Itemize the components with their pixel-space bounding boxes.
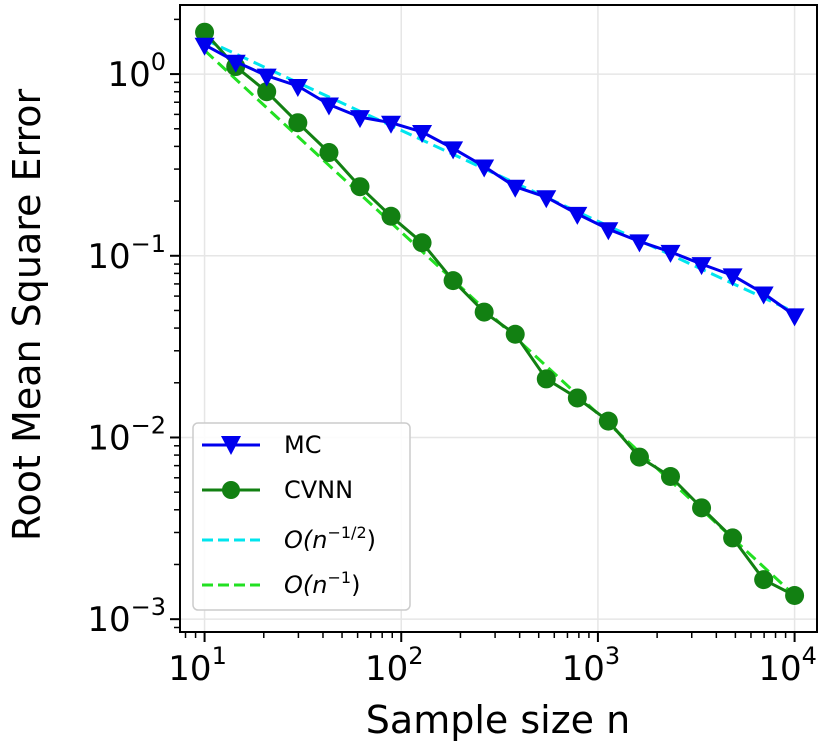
- legend: MC CVNN O(n−1/2) O(n−1): [192, 422, 411, 611]
- data-point-mc: [598, 222, 619, 241]
- legend-label-cvnn: CVNN: [284, 476, 353, 504]
- data-point-mc: [474, 159, 495, 178]
- legend-marker-cvnn: [222, 481, 240, 499]
- legend-entry-linear-rate: O(n−1): [202, 568, 360, 599]
- data-point-mc: [412, 125, 433, 144]
- x-tick-label-base: 10: [365, 649, 408, 689]
- data-point-cvnn: [350, 177, 370, 197]
- data-point-cvnn: [660, 466, 680, 486]
- legend-label-mc: MC: [284, 431, 321, 459]
- legend-entry-cvnn: CVNN: [202, 476, 353, 504]
- data-point-mc: [287, 78, 308, 97]
- data-point-cvnn: [567, 388, 587, 408]
- data-point-cvnn: [381, 206, 401, 226]
- data-point-cvnn: [536, 369, 556, 389]
- data-point-cvnn: [257, 82, 277, 102]
- data-point-mc: [567, 206, 588, 225]
- x-tick-label-exponent: 4: [802, 642, 817, 670]
- x-tick-label: 104: [758, 642, 817, 689]
- y-tick-label-base: 10: [87, 418, 130, 458]
- x-tick-label-exponent: 1: [212, 642, 227, 670]
- y-tick-label-exponent: −3: [131, 593, 166, 621]
- legend-label-linear-rate-suffix: ): [351, 571, 360, 599]
- data-point-mc: [505, 179, 526, 198]
- data-point-cvnn: [629, 447, 649, 467]
- legend-marker-mc: [221, 436, 241, 455]
- data-point-cvnn: [195, 22, 215, 42]
- y-tick-label: 10−1: [87, 230, 166, 277]
- data-point-cvnn: [319, 143, 339, 163]
- x-tick-label-base: 10: [562, 649, 605, 689]
- data-point-mc: [318, 97, 339, 116]
- data-point-cvnn: [754, 570, 774, 590]
- data-point-cvnn: [692, 498, 712, 518]
- y-tick-label-base: 10: [87, 600, 130, 640]
- series-mc: [194, 37, 805, 327]
- legend-box: [192, 422, 411, 611]
- data-point-cvnn: [723, 528, 743, 548]
- data-point-mc: [225, 54, 246, 73]
- legend-label-linear-rate-prefix: O(n: [284, 571, 327, 599]
- x-axis-label: Sample size n: [366, 698, 630, 742]
- legend-entry-sqrt-rate: O(n−1/2): [202, 523, 376, 554]
- data-point-mc: [660, 244, 681, 263]
- x-tick-label-base: 10: [758, 649, 801, 689]
- data-point-mc: [629, 234, 650, 253]
- x-tick-label: 102: [365, 642, 424, 689]
- y-tick-label: 10−2: [87, 411, 166, 458]
- legend-entry-mc: MC: [202, 431, 321, 459]
- legend-label-sqrt-rate-prefix: O(n: [284, 526, 327, 554]
- data-point-mc: [722, 268, 743, 287]
- y-axis-label: Root Mean Square Error: [5, 88, 49, 541]
- data-point-cvnn: [785, 585, 805, 605]
- y-tick-label-base: 10: [87, 237, 130, 277]
- legend-label-sqrt-rate-exponent: −1/2: [327, 523, 366, 542]
- legend-label-linear-rate-exponent: −1: [327, 568, 351, 587]
- data-point-cvnn: [288, 113, 308, 133]
- data-point-mc: [381, 115, 402, 134]
- data-point-mc: [349, 110, 370, 129]
- x-tick-label-exponent: 3: [605, 642, 620, 670]
- data-point-cvnn: [505, 324, 525, 344]
- data-point-cvnn: [412, 233, 432, 253]
- y-tick-label: 100: [107, 48, 166, 95]
- plot-frame: [179, 4, 818, 633]
- y-tick-label: 10−3: [87, 593, 166, 640]
- data-point-mc: [536, 190, 557, 209]
- legend-label-sqrt-rate: O(n−1/2): [284, 523, 376, 554]
- legend-label-sqrt-rate-suffix: ): [367, 526, 376, 554]
- data-point-mc: [443, 141, 464, 160]
- plot-series: [194, 22, 805, 605]
- y-tick-label-exponent: −1: [131, 230, 166, 258]
- y-tick-label-base: 10: [107, 55, 150, 95]
- x-tick-label-exponent: 2: [408, 642, 423, 670]
- x-tick-label-base: 10: [168, 649, 211, 689]
- x-tick-label: 103: [562, 642, 621, 689]
- data-point-mc: [256, 68, 277, 87]
- data-point-mc: [753, 286, 774, 305]
- data-point-cvnn: [443, 271, 463, 291]
- data-point-mc: [691, 257, 712, 276]
- y-tick-label-exponent: −2: [131, 411, 166, 439]
- y-tick-label-exponent: 0: [151, 48, 166, 76]
- data-point-mc: [784, 308, 805, 327]
- data-point-mc: [194, 37, 215, 56]
- data-point-cvnn: [474, 302, 494, 322]
- legend-label-linear-rate: O(n−1): [284, 568, 360, 599]
- data-point-cvnn: [598, 411, 618, 431]
- x-tick-label: 101: [168, 642, 227, 689]
